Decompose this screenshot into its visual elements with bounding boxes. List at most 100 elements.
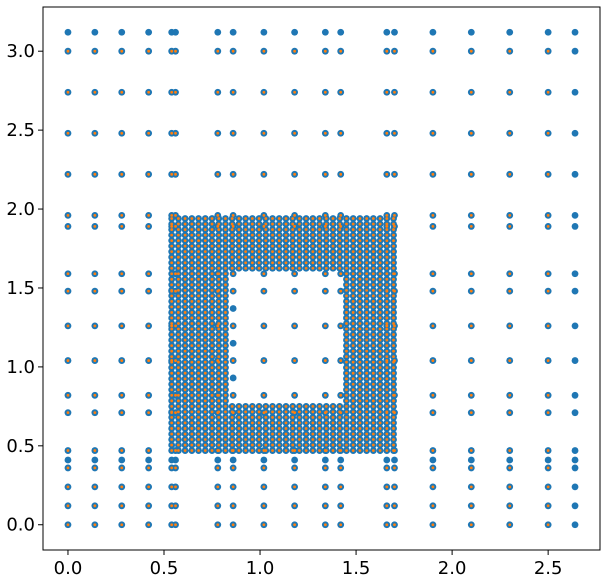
data-point (183, 443, 187, 447)
data-point (378, 443, 382, 447)
data-point (230, 404, 234, 408)
data-point (431, 449, 435, 452)
data-point (571, 502, 579, 510)
data-point (230, 266, 234, 270)
data-point (230, 239, 234, 243)
data-point (339, 523, 343, 527)
data-point (277, 404, 281, 408)
data-point (331, 438, 335, 441)
data-point (304, 449, 308, 452)
data-point (177, 349, 180, 353)
data-point (351, 393, 355, 397)
data-point (358, 305, 362, 309)
data-point (244, 222, 248, 226)
data-point (197, 421, 200, 425)
data-point (385, 131, 389, 135)
data-point (324, 239, 328, 243)
data-point (66, 359, 70, 362)
data-point (244, 421, 248, 425)
data-point (311, 244, 315, 248)
data-point (358, 228, 362, 231)
data-point (371, 277, 375, 281)
data-point (469, 485, 473, 489)
data-point (385, 485, 389, 489)
data-point (170, 288, 174, 292)
data-point (284, 244, 288, 248)
data-point (351, 311, 355, 314)
data-point (431, 523, 435, 527)
data-point (183, 294, 187, 298)
data-point (337, 456, 345, 464)
data-point (264, 443, 268, 447)
data-point (172, 456, 179, 464)
data-point (345, 294, 348, 298)
data-point (571, 287, 579, 295)
data-point (262, 272, 266, 276)
data-point (224, 217, 227, 220)
data-point (257, 421, 261, 425)
data-point (338, 250, 342, 254)
data-point (93, 213, 97, 217)
data-point (298, 421, 301, 425)
data-point (262, 324, 266, 328)
data-point (311, 222, 315, 226)
data-point (284, 222, 288, 226)
data-point (217, 299, 221, 303)
data-point (351, 432, 355, 436)
data-point (371, 261, 375, 265)
data-point (277, 432, 281, 436)
data-point (120, 289, 124, 293)
data-point (197, 377, 200, 381)
data-point (170, 294, 174, 298)
data-point (224, 322, 227, 325)
data-point (331, 416, 335, 419)
data-point (250, 250, 254, 254)
data-point (508, 449, 512, 452)
data-point (345, 443, 348, 447)
data-point (298, 261, 301, 265)
data-point (203, 266, 207, 270)
data-point (345, 382, 348, 386)
data-point (174, 225, 177, 228)
data-point (392, 349, 395, 353)
data-point (546, 213, 550, 217)
data-point (365, 305, 369, 309)
data-point (120, 324, 124, 328)
data-point (197, 349, 200, 353)
data-point (230, 255, 234, 259)
data-point (203, 382, 207, 386)
data-point (324, 222, 328, 226)
data-point (469, 466, 473, 470)
data-point (371, 316, 375, 320)
data-point (264, 222, 268, 226)
data-point (385, 244, 389, 248)
data-point (393, 225, 396, 228)
data-point (91, 456, 99, 464)
data-point (203, 294, 207, 298)
data-point (217, 443, 221, 447)
data-point (304, 416, 308, 419)
data-point (177, 393, 180, 397)
data-point (311, 239, 315, 243)
data-point (210, 416, 214, 419)
data-point (318, 421, 321, 425)
data-point (231, 172, 235, 176)
data-point (170, 360, 174, 364)
data-point (237, 421, 241, 425)
data-point (147, 523, 151, 527)
data-point (358, 399, 362, 403)
data-point (291, 244, 295, 248)
data-point (318, 233, 321, 237)
data-point (371, 250, 375, 254)
data-point (339, 172, 343, 176)
data-point (203, 327, 207, 331)
data-point (392, 355, 395, 359)
data-point (120, 172, 124, 176)
data-point (385, 416, 389, 419)
data-point (197, 272, 200, 276)
data-point (224, 371, 227, 375)
data-point (147, 449, 151, 452)
data-point (210, 322, 214, 325)
data-point (277, 427, 281, 430)
data-point (378, 333, 382, 336)
